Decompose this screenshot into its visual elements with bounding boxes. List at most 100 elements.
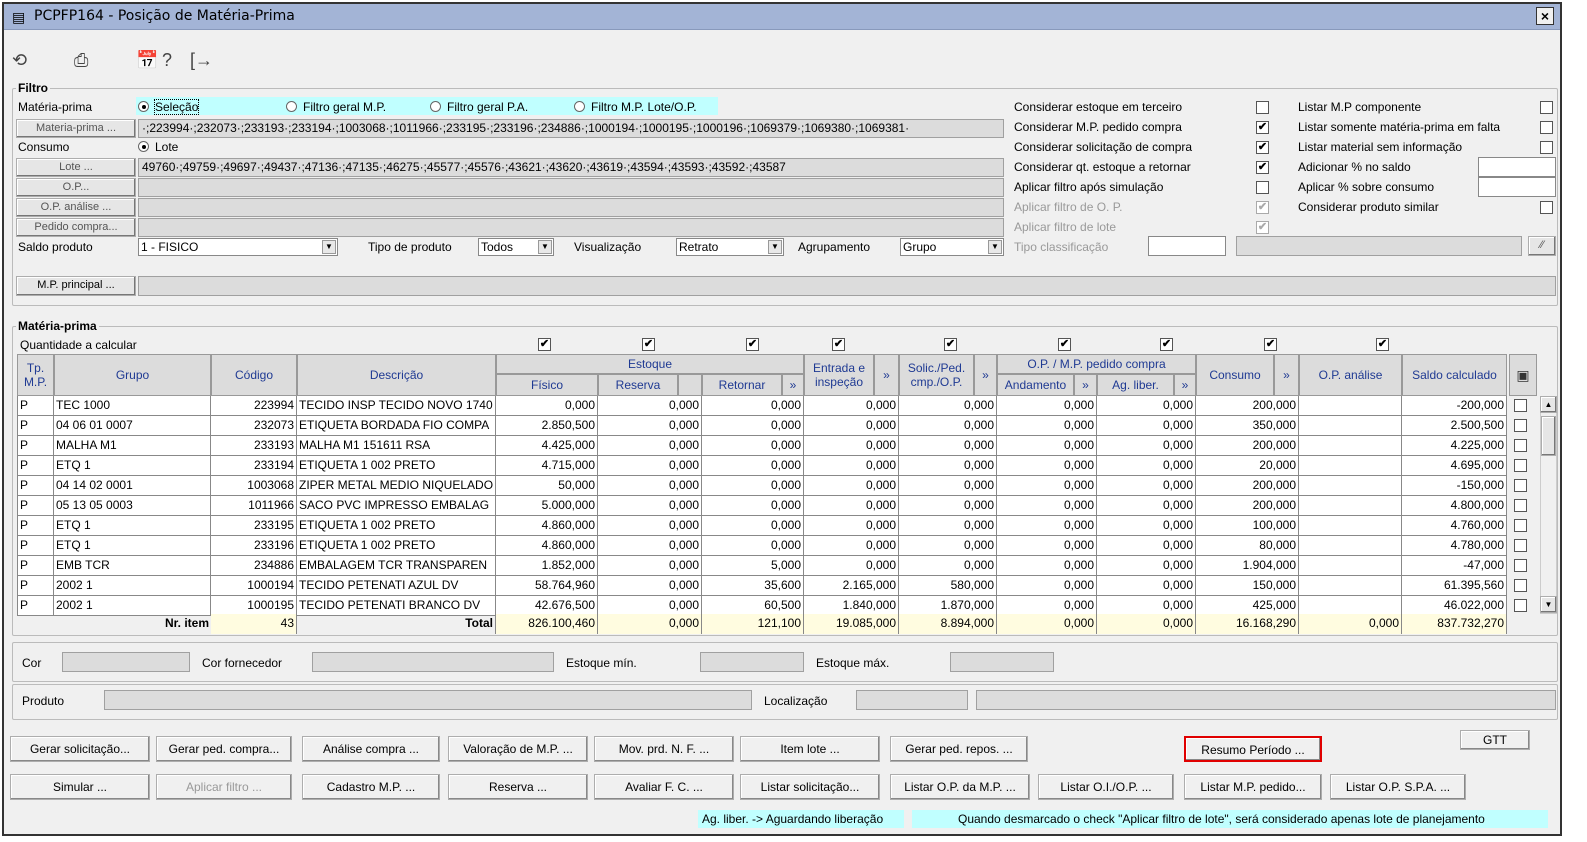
action-button-row2-7[interactable]: Listar O.I./O.P. ... bbox=[1038, 774, 1174, 800]
header-andamento[interactable]: Andamento bbox=[997, 374, 1074, 396]
action-button-5[interactable]: Item lote ... bbox=[740, 736, 880, 762]
row-checkbox[interactable] bbox=[1514, 519, 1527, 532]
header-op-analise[interactable]: O.P. análise bbox=[1299, 354, 1402, 396]
chevron-down-icon[interactable]: ▼ bbox=[988, 240, 1002, 254]
lote-radio[interactable]: Lote bbox=[138, 140, 178, 154]
header-solic[interactable]: Solic./Ped. cmp./O.P. bbox=[899, 354, 974, 396]
action-button-row2-6[interactable]: Listar O.P. da M.P. ... bbox=[890, 774, 1030, 800]
option-checkbox[interactable] bbox=[1540, 101, 1553, 114]
radio-2[interactable]: Filtro geral P.A. bbox=[430, 100, 528, 114]
option-checkbox[interactable]: ✔ bbox=[1256, 121, 1269, 134]
op-analise-field[interactable] bbox=[138, 198, 1004, 217]
action-button-1[interactable]: Gerar ped. compra... bbox=[156, 736, 292, 762]
pedido-compra-field[interactable] bbox=[138, 218, 1004, 237]
quantidade-checkbox[interactable]: ✔ bbox=[1058, 338, 1071, 351]
quantidade-checkbox[interactable]: ✔ bbox=[642, 338, 655, 351]
header-estoque[interactable]: Estoque bbox=[496, 354, 804, 374]
radio-button[interactable] bbox=[286, 101, 297, 112]
header-tp[interactable]: Tp. M.P. bbox=[17, 354, 54, 396]
op-analise-button[interactable]: O.P. análise ... bbox=[16, 198, 136, 217]
op-field[interactable] bbox=[138, 178, 1004, 197]
header-entrada[interactable]: Entrada e inspeção bbox=[804, 354, 874, 396]
action-button-row2-9[interactable]: Listar O.P. S.P.A. ... bbox=[1330, 774, 1466, 800]
option-checkbox[interactable]: ✔ bbox=[1256, 161, 1269, 174]
chevron-down-icon[interactable]: ▼ bbox=[768, 240, 782, 254]
action-button-row2-0[interactable]: Simular ... bbox=[10, 774, 150, 800]
option-checkbox[interactable] bbox=[1540, 201, 1553, 214]
chevron-down-icon[interactable]: ▼ bbox=[322, 240, 336, 254]
quantidade-checkbox[interactable]: ✔ bbox=[832, 338, 845, 351]
radio-0[interactable]: Seleção bbox=[138, 99, 200, 115]
quantidade-checkbox[interactable]: ✔ bbox=[746, 338, 759, 351]
resumo-periodo-button[interactable]: Resumo Período ... bbox=[1184, 736, 1322, 762]
refresh-icon[interactable]: ⟲ bbox=[12, 50, 28, 70]
header-fisico[interactable]: Físico bbox=[496, 374, 598, 396]
row-checkbox[interactable] bbox=[1514, 419, 1527, 432]
action-button-2[interactable]: Análise compra ... bbox=[302, 736, 440, 762]
expand-ag-liber[interactable]: » bbox=[1174, 374, 1196, 396]
header-retornar[interactable]: Retornar bbox=[702, 374, 782, 396]
row-checkbox[interactable] bbox=[1514, 579, 1527, 592]
header-descricao[interactable]: Descrição bbox=[297, 354, 496, 396]
tipo-produto-select[interactable]: Todos ▼ bbox=[478, 238, 554, 256]
radio-1[interactable]: Filtro geral M.P. bbox=[286, 100, 386, 114]
action-button-row2-3[interactable]: Reserva ... bbox=[448, 774, 588, 800]
chevron-down-icon[interactable]: ▼ bbox=[538, 240, 552, 254]
help-icon[interactable]: ? bbox=[162, 50, 173, 70]
row-checkbox[interactable] bbox=[1514, 539, 1527, 552]
row-checkbox[interactable] bbox=[1514, 399, 1527, 412]
header-consumo[interactable]: Consumo bbox=[1196, 354, 1274, 396]
header-codigo[interactable]: Código bbox=[211, 354, 297, 396]
option-checkbox[interactable] bbox=[1540, 121, 1553, 134]
materia-prima-field[interactable]: ·;223994·;232073·;233193·;233194·;100306… bbox=[138, 119, 1004, 138]
row-checkbox[interactable] bbox=[1514, 479, 1527, 492]
quantidade-checkbox[interactable]: ✔ bbox=[1376, 338, 1389, 351]
close-button[interactable]: × bbox=[1536, 7, 1554, 25]
tipo-classificacao-lookup-button[interactable]: ⁄⁄ bbox=[1528, 236, 1556, 256]
select-all-button[interactable]: ▣ bbox=[1509, 354, 1537, 396]
radio-button[interactable] bbox=[574, 101, 585, 112]
radio-button[interactable] bbox=[430, 101, 441, 112]
header-grupo[interactable]: Grupo bbox=[54, 354, 211, 396]
expand-solic[interactable]: » bbox=[974, 354, 997, 396]
quantidade-checkbox[interactable]: ✔ bbox=[1264, 338, 1277, 351]
option-checkbox[interactable] bbox=[1256, 101, 1269, 114]
percent-input[interactable] bbox=[1478, 157, 1556, 177]
header-op-mp[interactable]: O.P. / M.P. pedido compra bbox=[997, 354, 1196, 374]
tipo-classificacao-input[interactable] bbox=[1148, 236, 1226, 256]
materia-prima-button[interactable]: Materia-prima ... bbox=[16, 119, 136, 138]
lote-button[interactable]: Lote ... bbox=[16, 158, 136, 177]
exit-icon[interactable]: [→ bbox=[190, 50, 214, 70]
expand-retornar[interactable]: » bbox=[782, 374, 804, 396]
option-checkbox[interactable] bbox=[1256, 181, 1269, 194]
calendar-icon[interactable]: 📅 bbox=[136, 50, 159, 70]
action-button-6[interactable]: Gerar ped. repos. ... bbox=[890, 736, 1028, 762]
scroll-up-button[interactable]: ▲ bbox=[1540, 396, 1557, 413]
row-checkbox[interactable] bbox=[1514, 559, 1527, 572]
row-checkbox[interactable] bbox=[1514, 439, 1527, 452]
gtt-button[interactable]: GTT bbox=[1460, 730, 1530, 750]
mp-principal-button[interactable]: M.P. principal ... bbox=[16, 276, 136, 296]
option-checkbox[interactable]: ✔ bbox=[1256, 141, 1269, 154]
expand-andamento[interactable]: » bbox=[1074, 374, 1097, 396]
scroll-thumb[interactable] bbox=[1541, 416, 1556, 456]
quantidade-checkbox[interactable]: ✔ bbox=[944, 338, 957, 351]
action-button-row2-5[interactable]: Listar solicitação... bbox=[740, 774, 880, 800]
header-saldo[interactable]: Saldo calculado bbox=[1402, 354, 1507, 396]
header-reserva[interactable]: Reserva bbox=[598, 374, 678, 396]
action-button-0[interactable]: Gerar solicitação... bbox=[10, 736, 150, 762]
print-icon[interactable]: ⎙ bbox=[74, 50, 89, 70]
row-checkbox[interactable] bbox=[1514, 499, 1527, 512]
option-checkbox[interactable] bbox=[1540, 141, 1553, 154]
scroll-down-button[interactable]: ▼ bbox=[1540, 596, 1557, 613]
saldo-produto-select[interactable]: 1 - FISICO ▼ bbox=[138, 238, 338, 256]
pedido-compra-button[interactable]: Pedido compra... bbox=[16, 218, 136, 237]
action-button-row2-8[interactable]: Listar M.P. pedido... bbox=[1184, 774, 1322, 800]
radio-3[interactable]: Filtro M.P. Lote/O.P. bbox=[574, 100, 697, 114]
visualizacao-select[interactable]: Retrato ▼ bbox=[676, 238, 784, 256]
reserva-lookup[interactable] bbox=[678, 374, 702, 396]
radio-button[interactable] bbox=[138, 101, 149, 112]
row-checkbox[interactable] bbox=[1514, 599, 1527, 612]
action-button-row2-2[interactable]: Cadastro M.P. ... bbox=[302, 774, 440, 800]
op-button[interactable]: O.P... bbox=[16, 178, 136, 197]
